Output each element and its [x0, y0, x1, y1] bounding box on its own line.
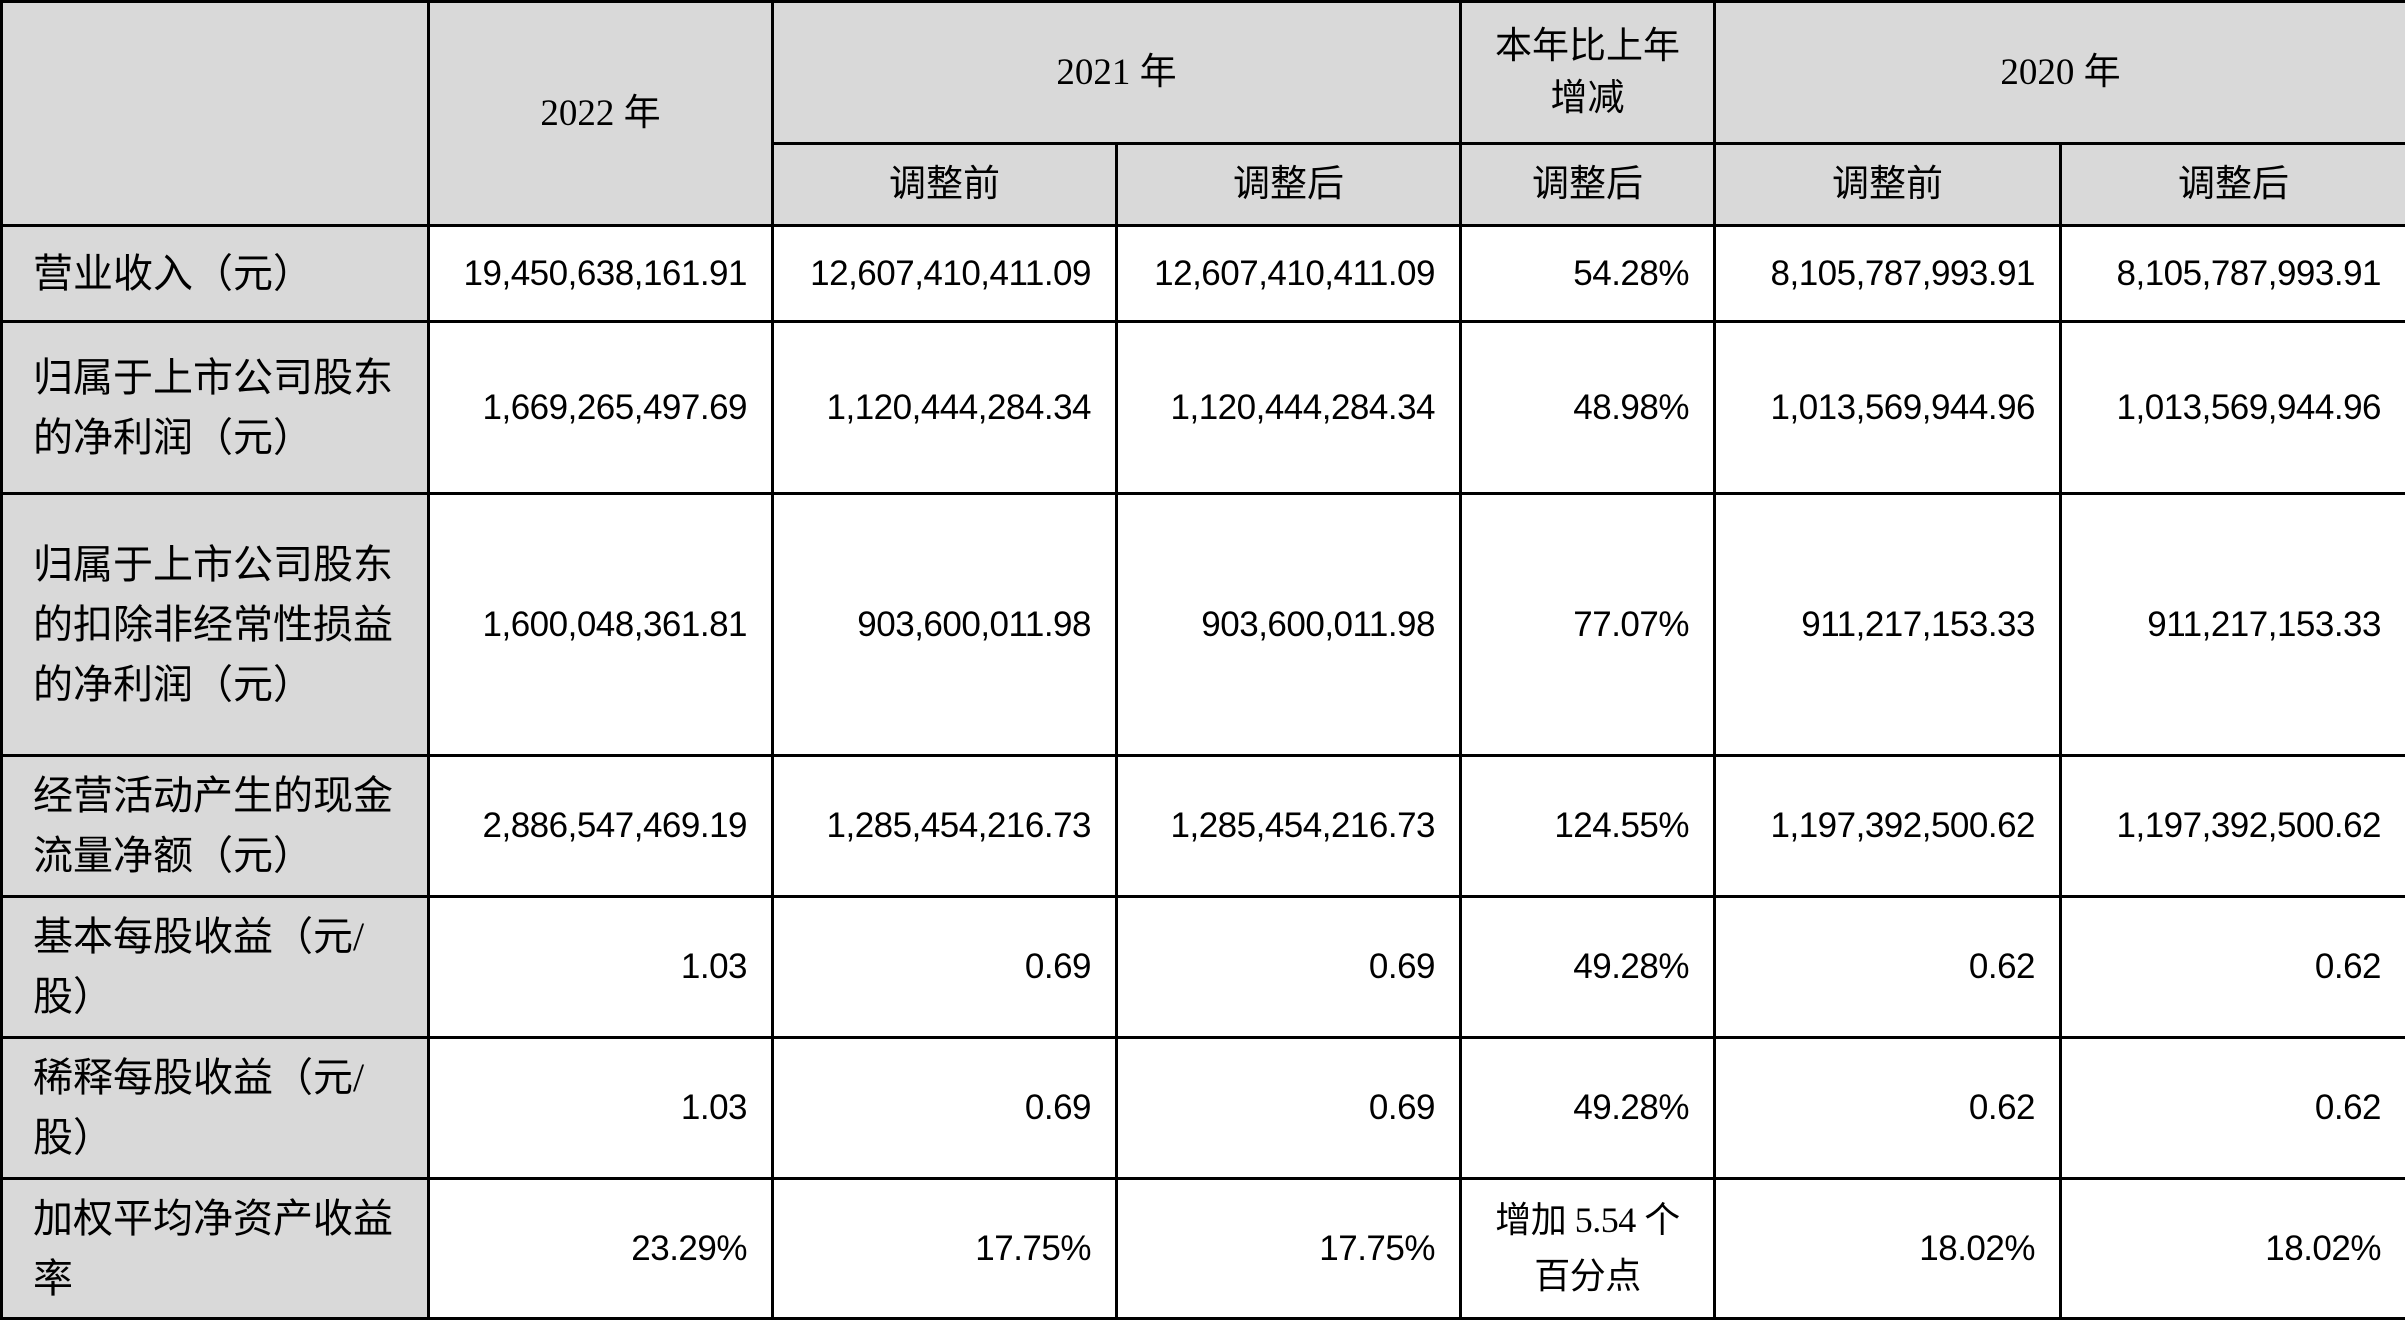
cell-2021-before: 1,285,454,216.73 — [773, 756, 1117, 897]
cell-change: 124.55% — [1461, 756, 1715, 897]
row-label: 归属于上市公司股东的净利润（元） — [2, 322, 429, 494]
cell-2020-before: 911,217,153.33 — [1715, 494, 2061, 756]
cell-change: 49.28% — [1461, 897, 1715, 1038]
header-2021-before: 调整前 — [773, 144, 1117, 226]
table-row: 稀释每股收益（元/股） 1.03 0.69 0.69 49.28% 0.62 0… — [2, 1038, 2405, 1179]
header-2021-after: 调整后 — [1117, 144, 1461, 226]
cell-2022: 1.03 — [429, 1038, 773, 1179]
cell-2021-after: 1,120,444,284.34 — [1117, 322, 1461, 494]
cell-2020-after: 911,217,153.33 — [2061, 494, 2405, 756]
cell-change: 77.07% — [1461, 494, 1715, 756]
header-change: 本年比上年增减 — [1461, 2, 1715, 144]
table-row: 经营活动产生的现金流量净额（元） 2,886,547,469.19 1,285,… — [2, 756, 2405, 897]
cell-2020-after: 0.62 — [2061, 897, 2405, 1038]
header-2022: 2022 年 — [429, 2, 773, 226]
cell-2020-before: 1,013,569,944.96 — [1715, 322, 2061, 494]
table-row: 归属于上市公司股东的净利润（元） 1,669,265,497.69 1,120,… — [2, 322, 2405, 494]
cell-2020-before: 0.62 — [1715, 1038, 2061, 1179]
cell-2022: 23.29% — [429, 1179, 773, 1319]
table-row: 营业收入（元） 19,450,638,161.91 12,607,410,411… — [2, 226, 2405, 322]
header-corner-cell — [2, 2, 429, 226]
row-label: 加权平均净资产收益率 — [2, 1179, 429, 1319]
table-row: 加权平均净资产收益率 23.29% 17.75% 17.75% 增加 5.54 … — [2, 1179, 2405, 1319]
cell-2020-after: 18.02% — [2061, 1179, 2405, 1319]
cell-2022: 1,600,048,361.81 — [429, 494, 773, 756]
cell-2021-after: 0.69 — [1117, 1038, 1461, 1179]
cell-2021-before: 1,120,444,284.34 — [773, 322, 1117, 494]
cell-2020-before: 1,197,392,500.62 — [1715, 756, 2061, 897]
header-2020: 2020 年 — [1715, 2, 2405, 144]
cell-2021-after: 0.69 — [1117, 897, 1461, 1038]
cell-2021-after: 17.75% — [1117, 1179, 1461, 1319]
row-label: 归属于上市公司股东的扣除非经常性损益的净利润（元） — [2, 494, 429, 756]
cell-2022: 1,669,265,497.69 — [429, 322, 773, 494]
table-row: 归属于上市公司股东的扣除非经常性损益的净利润（元） 1,600,048,361.… — [2, 494, 2405, 756]
cell-2021-after: 12,607,410,411.09 — [1117, 226, 1461, 322]
cell-2021-before: 0.69 — [773, 897, 1117, 1038]
cell-change: 48.98% — [1461, 322, 1715, 494]
cell-2021-after: 1,285,454,216.73 — [1117, 756, 1461, 897]
cell-2021-before: 17.75% — [773, 1179, 1117, 1319]
table-row: 基本每股收益（元/股） 1.03 0.69 0.69 49.28% 0.62 0… — [2, 897, 2405, 1038]
cell-2020-before: 0.62 — [1715, 897, 2061, 1038]
cell-2020-before: 8,105,787,993.91 — [1715, 226, 2061, 322]
cell-2020-after: 0.62 — [2061, 1038, 2405, 1179]
header-2021: 2021 年 — [773, 2, 1461, 144]
cell-2022: 19,450,638,161.91 — [429, 226, 773, 322]
header-2020-after: 调整后 — [2061, 144, 2405, 226]
cell-2021-after: 903,600,011.98 — [1117, 494, 1461, 756]
cell-2021-before: 903,600,011.98 — [773, 494, 1117, 756]
row-label: 经营活动产生的现金流量净额（元） — [2, 756, 429, 897]
cell-change: 增加 5.54 个百分点 — [1461, 1179, 1715, 1319]
cell-2021-before: 12,607,410,411.09 — [773, 226, 1117, 322]
cell-change: 54.28% — [1461, 226, 1715, 322]
cell-2020-after: 8,105,787,993.91 — [2061, 226, 2405, 322]
cell-2021-before: 0.69 — [773, 1038, 1117, 1179]
cell-2020-after: 1,013,569,944.96 — [2061, 322, 2405, 494]
cell-2020-after: 1,197,392,500.62 — [2061, 756, 2405, 897]
cell-2022: 1.03 — [429, 897, 773, 1038]
header-change-after: 调整后 — [1461, 144, 1715, 226]
row-label: 基本每股收益（元/股） — [2, 897, 429, 1038]
header-2020-before: 调整前 — [1715, 144, 2061, 226]
cell-change: 49.28% — [1461, 1038, 1715, 1179]
row-label: 稀释每股收益（元/股） — [2, 1038, 429, 1179]
cell-2020-before: 18.02% — [1715, 1179, 2061, 1319]
cell-2022: 2,886,547,469.19 — [429, 756, 773, 897]
row-label: 营业收入（元） — [2, 226, 429, 322]
